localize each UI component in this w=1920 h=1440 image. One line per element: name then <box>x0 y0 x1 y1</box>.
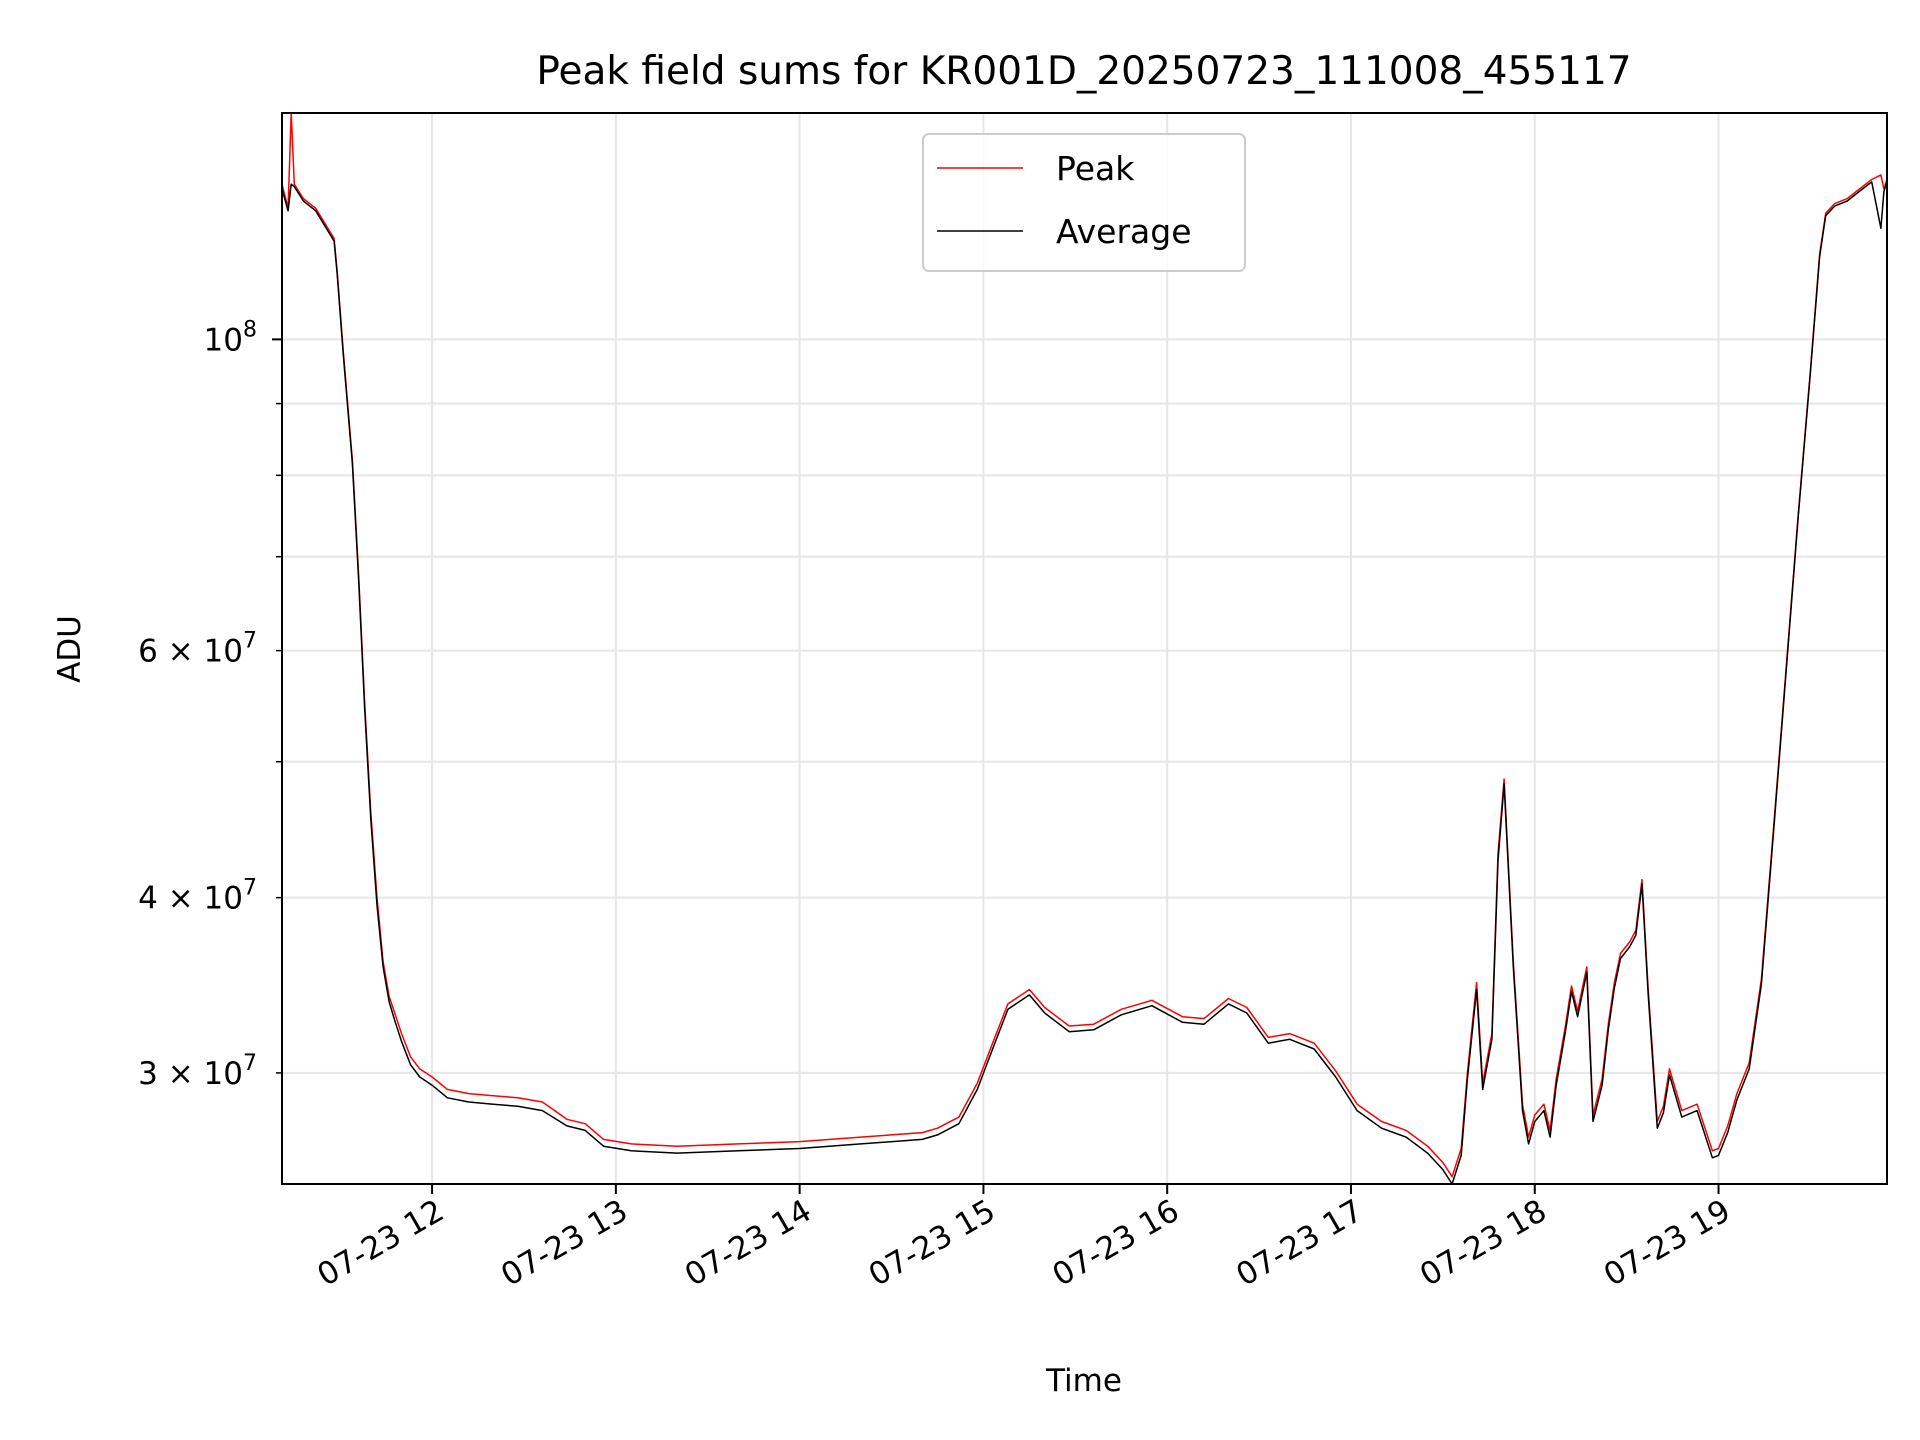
y-tick-label: 3 × 107 <box>138 1051 257 1092</box>
series-lines <box>282 113 1887 1184</box>
legend-label-peak: Peak <box>1056 149 1135 188</box>
y-tick-label: 108 <box>204 317 257 358</box>
series-line-average <box>282 181 1887 1184</box>
plot-area-frame <box>281 112 1888 1185</box>
y-tick-label: 4 × 107 <box>138 876 257 917</box>
y-axis-label: ADU <box>52 615 88 683</box>
x-axis-label: Time <box>1045 1363 1122 1399</box>
chart-title: Peak field sums for KR001D_20250723_1110… <box>536 49 1631 94</box>
grid <box>282 113 1887 1184</box>
y-tick-label: 6 × 107 <box>138 629 257 670</box>
legend-label-average: Average <box>1056 212 1192 251</box>
series-line-peak <box>282 113 1887 1178</box>
legend: Peak Average <box>922 133 1246 272</box>
